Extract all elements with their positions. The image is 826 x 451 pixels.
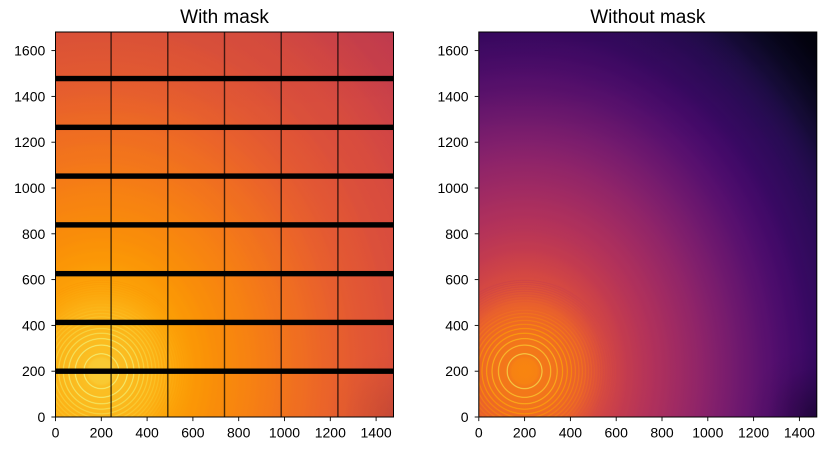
svg-text:1000: 1000: [692, 424, 723, 440]
svg-text:600: 600: [445, 272, 469, 288]
svg-text:1200: 1200: [315, 424, 346, 440]
svg-text:400: 400: [559, 424, 583, 440]
svg-text:0: 0: [461, 409, 469, 425]
svg-text:1400: 1400: [437, 88, 468, 104]
svg-text:600: 600: [181, 424, 205, 440]
svg-text:400: 400: [22, 317, 46, 333]
svg-text:800: 800: [650, 424, 674, 440]
svg-text:400: 400: [445, 317, 469, 333]
svg-text:With mask: With mask: [180, 7, 269, 28]
svg-text:1000: 1000: [437, 180, 468, 196]
svg-text:1400: 1400: [14, 88, 45, 104]
svg-text:1000: 1000: [269, 424, 300, 440]
svg-text:1200: 1200: [14, 134, 45, 150]
svg-text:Without mask: Without mask: [590, 7, 706, 28]
svg-text:1200: 1200: [738, 424, 769, 440]
svg-text:1400: 1400: [361, 424, 392, 440]
svg-text:1600: 1600: [437, 43, 468, 59]
svg-text:200: 200: [90, 424, 114, 440]
svg-text:600: 600: [605, 424, 629, 440]
svg-text:1600: 1600: [14, 43, 45, 59]
svg-text:1400: 1400: [784, 424, 815, 440]
svg-text:0: 0: [52, 424, 60, 440]
svg-text:1200: 1200: [437, 134, 468, 150]
svg-text:200: 200: [513, 424, 537, 440]
svg-text:600: 600: [22, 272, 46, 288]
svg-text:200: 200: [445, 363, 469, 379]
svg-text:800: 800: [445, 226, 469, 242]
svg-text:0: 0: [38, 409, 46, 425]
svg-text:0: 0: [475, 424, 483, 440]
svg-text:200: 200: [22, 363, 46, 379]
svg-text:1000: 1000: [14, 180, 45, 196]
svg-text:800: 800: [22, 226, 46, 242]
svg-text:800: 800: [227, 424, 251, 440]
svg-text:400: 400: [135, 424, 159, 440]
